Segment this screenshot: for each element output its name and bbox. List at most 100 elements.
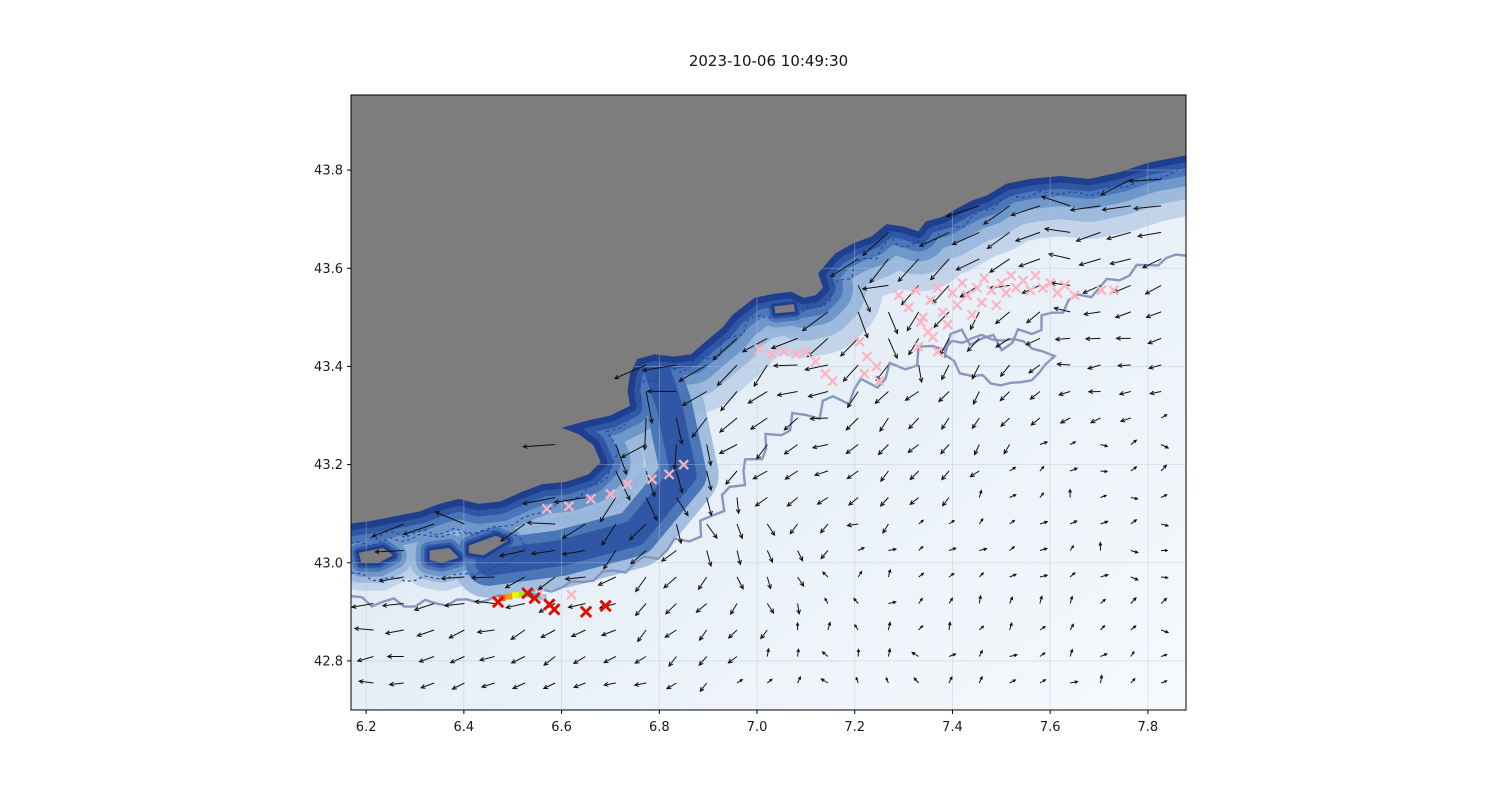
velocity-arrow bbox=[908, 417, 920, 430]
velocity-arrow bbox=[829, 258, 859, 278]
velocity-arrow bbox=[1100, 494, 1108, 498]
velocity-arrow bbox=[480, 682, 495, 689]
velocity-arrow bbox=[1056, 361, 1071, 367]
velocity-arrow bbox=[1147, 364, 1162, 370]
velocity-arrow bbox=[561, 523, 586, 539]
velocity-arrow bbox=[1160, 680, 1168, 684]
velocity-arrow bbox=[543, 656, 556, 666]
velocity-arrow bbox=[971, 364, 980, 380]
x-tick-label: 7.4 bbox=[942, 720, 963, 735]
obs-marker bbox=[986, 285, 997, 296]
obs-marker bbox=[622, 478, 633, 490]
velocity-arrow bbox=[1161, 548, 1169, 553]
velocity-arrow bbox=[1160, 444, 1170, 449]
velocity-arrow bbox=[716, 364, 738, 387]
velocity-arrow bbox=[1039, 520, 1049, 525]
velocity-arrow bbox=[1160, 629, 1170, 634]
velocity-arrow bbox=[845, 417, 859, 431]
x-tick-label: 7.2 bbox=[844, 720, 865, 735]
velocity-arrow bbox=[526, 520, 556, 526]
velocity-arrow bbox=[776, 391, 798, 397]
velocity-arrow bbox=[1100, 598, 1107, 604]
velocity-arrow bbox=[736, 576, 744, 590]
velocity-arrow bbox=[945, 205, 980, 218]
velocity-arrow bbox=[505, 603, 526, 610]
velocity-arrow bbox=[947, 621, 952, 631]
velocity-arrow bbox=[1130, 519, 1138, 525]
velocity-arrow bbox=[699, 682, 708, 693]
obs-marker bbox=[952, 299, 963, 311]
velocity-arrow bbox=[766, 523, 776, 537]
velocity-arrow bbox=[718, 444, 738, 455]
obs-marker bbox=[1096, 285, 1107, 296]
velocity-arrow bbox=[1109, 258, 1131, 266]
x-tick-label: 6.4 bbox=[454, 720, 475, 735]
velocity-arrow bbox=[1059, 417, 1071, 424]
velocity-arrow bbox=[1128, 178, 1162, 184]
velocity-arrow bbox=[691, 417, 708, 439]
velocity-arrow bbox=[720, 391, 738, 412]
y-tick-label: 43.2 bbox=[314, 458, 343, 473]
velocity-arrow bbox=[885, 676, 889, 684]
velocity-arrow bbox=[1047, 252, 1071, 260]
obs-marker bbox=[790, 348, 802, 360]
velocity-arrow bbox=[842, 364, 859, 382]
island bbox=[774, 304, 796, 314]
velocity-arrow bbox=[1100, 573, 1110, 578]
velocity-arrow bbox=[706, 497, 713, 517]
velocity-arrow bbox=[378, 576, 404, 583]
velocity-arrow bbox=[941, 470, 950, 481]
velocity-arrow bbox=[857, 547, 866, 551]
velocity-arrow bbox=[1069, 441, 1077, 445]
velocity-arrow bbox=[1053, 306, 1071, 313]
velocity-arrow bbox=[989, 258, 1010, 273]
island bbox=[468, 535, 508, 556]
observations-layer bbox=[534, 270, 1119, 600]
obs-marker bbox=[966, 309, 978, 321]
obs-marker bbox=[1069, 290, 1080, 301]
velocity-arrow bbox=[972, 391, 980, 406]
velocity-arrow bbox=[1039, 547, 1048, 551]
velocity-arrow bbox=[1087, 389, 1101, 395]
velocity-arrow bbox=[1003, 444, 1011, 455]
velocity-arrow bbox=[955, 258, 980, 271]
velocity-arrow bbox=[1075, 231, 1101, 242]
velocity-arrow bbox=[1141, 258, 1162, 269]
velocity-arrow bbox=[797, 576, 805, 588]
velocity-arrow bbox=[760, 629, 768, 640]
velocity-arrow bbox=[1039, 465, 1045, 472]
obs-marker bbox=[925, 294, 936, 306]
velocity-arrow bbox=[1130, 650, 1135, 657]
velocity-arrow bbox=[413, 603, 435, 612]
velocity-arrow bbox=[918, 624, 924, 631]
velocity-arrow bbox=[373, 549, 404, 555]
velocity-arrow bbox=[1054, 336, 1071, 342]
velocity-arrow bbox=[753, 364, 768, 388]
velocity-arrow bbox=[449, 656, 465, 664]
velocity-arrow bbox=[1069, 571, 1076, 578]
velocity-arrow bbox=[797, 675, 801, 684]
velocity-arrow bbox=[827, 621, 832, 631]
velocity-arrow bbox=[813, 470, 829, 477]
obs-marker bbox=[800, 346, 812, 357]
velocity-arrow bbox=[511, 682, 526, 690]
velocity-arrow bbox=[1130, 576, 1139, 581]
velocity-arrow bbox=[854, 623, 859, 631]
velocity-arrow bbox=[938, 391, 950, 403]
obs-marker bbox=[927, 331, 939, 343]
velocity-arrow bbox=[766, 603, 775, 614]
velocity-arrow bbox=[613, 364, 647, 380]
velocity-arrow bbox=[725, 470, 738, 485]
velocity-arrow bbox=[887, 621, 892, 631]
velocity-arrow bbox=[979, 547, 988, 552]
velocity-arrow bbox=[909, 470, 920, 481]
velocity-arrow bbox=[1130, 596, 1137, 604]
velocity-arrow bbox=[948, 519, 956, 525]
velocity-arrow bbox=[978, 572, 984, 578]
y-tick-label: 43.4 bbox=[314, 360, 343, 375]
velocity-arrow bbox=[615, 444, 628, 476]
obs-marker bbox=[932, 346, 944, 357]
velocity-arrow bbox=[907, 444, 920, 454]
velocity-arrow bbox=[567, 603, 586, 609]
